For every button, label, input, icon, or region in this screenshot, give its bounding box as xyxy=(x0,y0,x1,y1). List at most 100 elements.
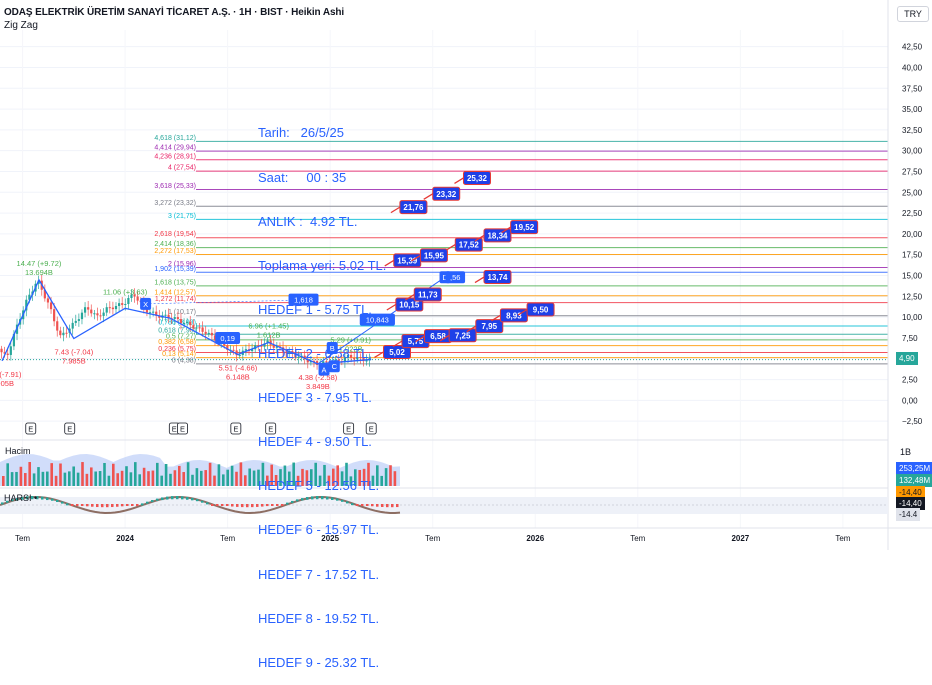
harsi-candle xyxy=(31,496,34,500)
x-tick-label: 2025 xyxy=(321,534,339,543)
target-label: 23,32 xyxy=(436,190,457,199)
volume-bar xyxy=(393,471,397,486)
harsi-candle xyxy=(321,496,324,500)
candle-body xyxy=(260,345,263,347)
volume-bar xyxy=(160,475,163,486)
harsi-candle xyxy=(341,499,344,502)
projection-line xyxy=(145,299,318,305)
volume-bar xyxy=(15,471,18,486)
annotation-line: Tarih: 26/5/25 xyxy=(258,125,344,141)
pattern-point-box xyxy=(359,313,395,326)
price-grid xyxy=(0,30,888,528)
volume-bar xyxy=(178,465,181,486)
volume-bar xyxy=(296,475,300,486)
candle-body xyxy=(102,312,105,316)
harsi-candle xyxy=(326,496,329,500)
volume-pane xyxy=(0,439,888,486)
harsi-candle xyxy=(146,501,149,504)
earnings-marker-label: E xyxy=(268,425,273,434)
pattern-point-label: ,56 xyxy=(450,273,460,282)
candle-body xyxy=(121,303,124,305)
candle-body xyxy=(65,332,68,334)
indicator-label[interactable]: Zig Zag xyxy=(4,20,38,31)
fib-level-label: 0,786 (8,93) xyxy=(158,320,196,327)
candle-body xyxy=(117,303,121,306)
candle-body xyxy=(266,340,269,344)
candle-body xyxy=(272,344,275,348)
harsi-candle xyxy=(206,502,209,505)
y-tick-label: 10,00 xyxy=(902,313,923,322)
volume-bar xyxy=(279,469,282,486)
y-tick-label: 32,50 xyxy=(902,126,923,135)
currency-selector[interactable]: TRY xyxy=(897,6,929,22)
target-label: 21,76 xyxy=(403,203,424,212)
target-pointer xyxy=(384,259,395,267)
volume-bar xyxy=(182,472,185,486)
volume-bar xyxy=(94,471,97,486)
volume-bar xyxy=(208,462,212,486)
harsi-candle xyxy=(81,504,84,506)
harsi-candle xyxy=(56,500,59,503)
pattern-point-box xyxy=(328,360,340,373)
volume-bar xyxy=(10,472,14,486)
harsi-candle xyxy=(141,503,144,506)
harsi-candle xyxy=(121,504,124,507)
zigzag-volume-label: 13.694B xyxy=(25,268,53,277)
candle-body xyxy=(257,345,260,347)
harsi-candle xyxy=(126,504,129,506)
candle-body xyxy=(136,296,139,301)
candle-body xyxy=(226,345,229,350)
harsi-candle xyxy=(221,504,224,506)
candle-body xyxy=(353,357,356,360)
pattern-point-box xyxy=(445,271,466,284)
candle-body xyxy=(192,325,195,329)
fib-level-label: 4,236 (28,91) xyxy=(154,153,196,160)
harsi-candle xyxy=(176,496,179,500)
volume-pane-label[interactable]: Hacim xyxy=(5,446,31,456)
pattern-point-label: X xyxy=(143,300,148,309)
target-label: 10,15 xyxy=(399,301,420,310)
volume-bar xyxy=(63,472,67,486)
fib-level-label: 0,13 (5,14) xyxy=(162,351,196,358)
candle-body xyxy=(232,349,235,351)
target-pointer xyxy=(374,351,384,358)
zigzag-label: 4.75 (-7.91) xyxy=(0,370,22,379)
candle-body xyxy=(49,302,53,310)
volume-bar xyxy=(195,468,199,486)
volume-bar xyxy=(257,469,260,486)
pattern-point-label: 0,19 xyxy=(220,334,235,343)
candle-body xyxy=(12,333,16,347)
volume-tag: 132,48M xyxy=(896,474,932,487)
volume-bar xyxy=(226,469,229,486)
candle-body xyxy=(96,313,99,316)
volume-bar xyxy=(76,472,80,486)
volume-bar xyxy=(125,466,128,486)
volume-bar xyxy=(169,473,172,486)
volume-bar xyxy=(384,468,388,486)
fib-level-label: 0,236 (5,75) xyxy=(158,346,196,353)
trading-chart[interactable]: 4,618 (31,12)4,414 (29,94)4,236 (28,91)4… xyxy=(0,0,932,550)
volume-bar xyxy=(50,463,53,486)
volume-bar xyxy=(314,462,317,486)
target-label: 18,34 xyxy=(487,231,508,240)
zigzag-label: 5.29 (+0.91) xyxy=(330,335,371,344)
target-pointer xyxy=(501,226,511,234)
candle-body xyxy=(130,294,133,298)
candle-body xyxy=(251,349,254,352)
harsi-candle xyxy=(246,504,249,508)
zigzag-volume-label: 1.612B xyxy=(257,330,281,339)
volume-bar xyxy=(235,471,238,486)
target-label: 15,95 xyxy=(424,251,445,260)
harsi-candle xyxy=(386,504,389,508)
candle-body xyxy=(325,361,328,363)
volume-bar xyxy=(138,474,141,486)
harsi-candle xyxy=(21,496,24,500)
volume-bar xyxy=(327,475,331,486)
earnings-marker xyxy=(265,422,277,435)
y-tick-label: 25,00 xyxy=(902,188,923,197)
volume-bar xyxy=(37,467,40,486)
harsi-candle xyxy=(241,504,244,508)
volume-bar xyxy=(274,475,278,486)
harsi-candle xyxy=(201,500,204,503)
harsi-pane-label[interactable]: HARSI • xyxy=(4,493,38,503)
